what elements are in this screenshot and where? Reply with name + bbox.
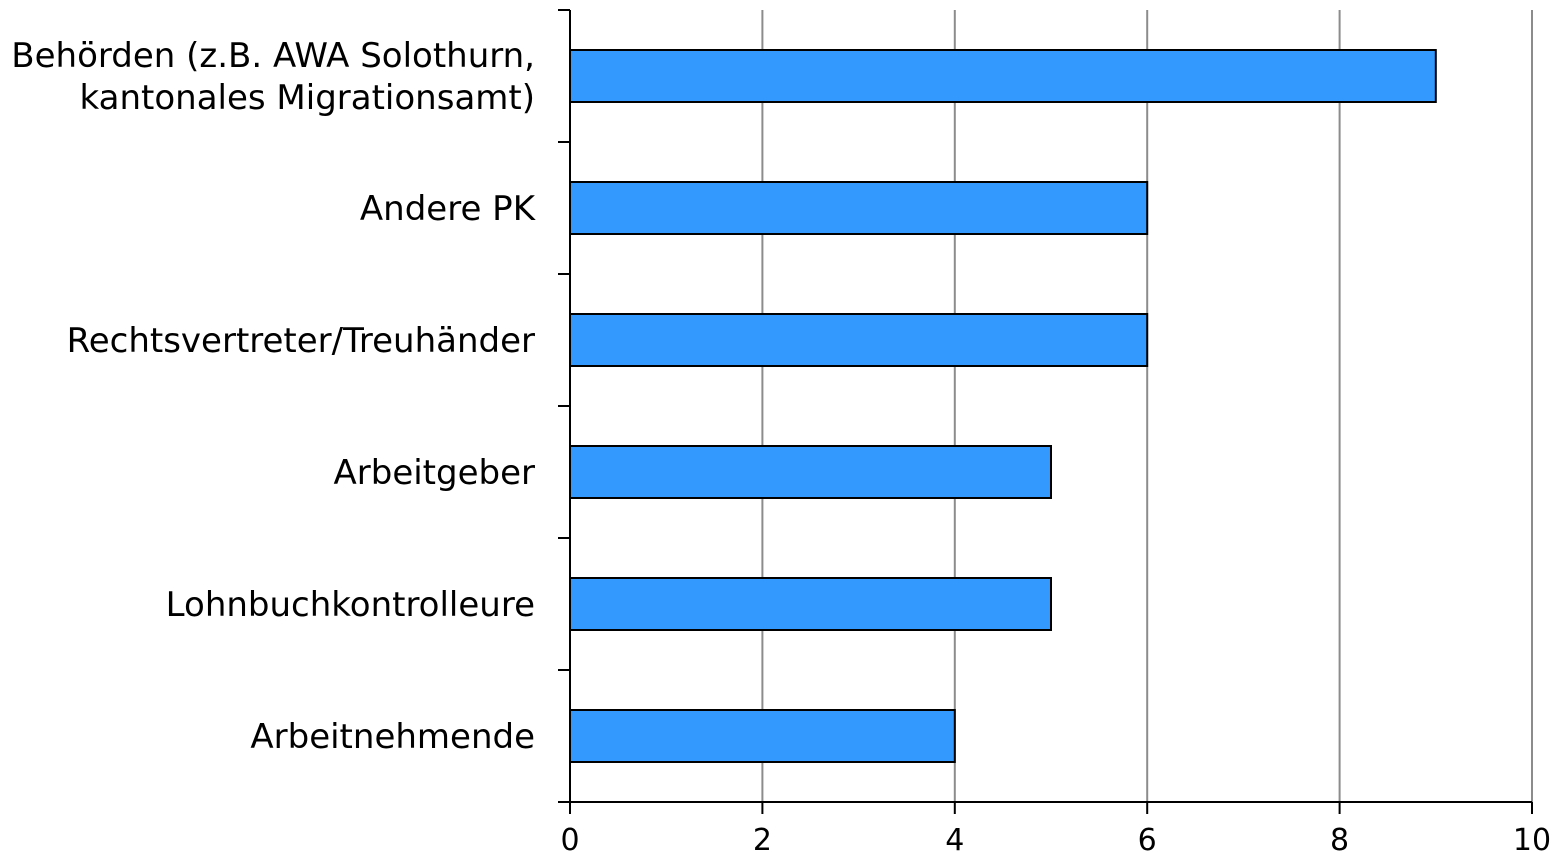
category-label: Arbeitgeber — [334, 453, 536, 493]
bar-4 — [569, 445, 1052, 499]
x-tick-label: 2 — [753, 823, 772, 858]
bar-3 — [569, 313, 1149, 367]
bar-6 — [569, 709, 956, 763]
bar-1 — [569, 49, 1437, 103]
gridlines — [761, 10, 1533, 802]
x-tick-label: 6 — [1138, 823, 1157, 858]
x-tick-label: 0 — [560, 823, 579, 858]
x-tick-label: 4 — [945, 823, 964, 858]
x-tick-label: 10 — [1513, 823, 1551, 858]
category-label: Andere PK — [360, 189, 537, 229]
bars — [569, 49, 1437, 763]
bar-5 — [569, 577, 1052, 631]
axes — [558, 9, 1533, 814]
category-label: Arbeitnehmende — [250, 717, 535, 757]
x-tick-label: 8 — [1330, 823, 1349, 858]
x-tick-labels: 0 2 4 6 8 10 — [560, 823, 1551, 858]
category-label: Lohnbuchkontrolleure — [166, 585, 535, 625]
bar-2 — [569, 181, 1149, 235]
category-label: Behörden (z.B. AWA Solothurn, kantonales … — [11, 36, 535, 118]
category-labels: Behörden (z.B. AWA Solothurn, kantonales … — [11, 36, 536, 757]
category-label: Rechtsvertreter/Treuhänder — [67, 321, 535, 361]
